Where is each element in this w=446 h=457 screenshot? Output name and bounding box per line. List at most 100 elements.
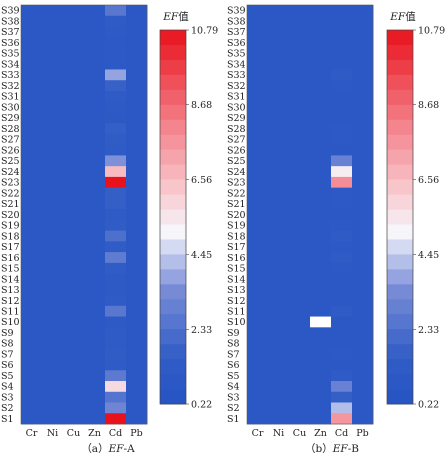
heatmap-cell-S4-Zn: [310, 381, 332, 393]
heatmap-cell-S27-Zn: [84, 133, 106, 146]
heatmap-cell-S37-Cu: [289, 26, 311, 38]
y-tick-label-S4: S4: [1, 382, 14, 393]
y-tick-label-S39: S39: [1, 6, 20, 17]
heatmap-cell-S30-Cu: [289, 101, 311, 113]
heatmap-cell-S22-Ni: [268, 187, 290, 199]
heatmap-cell-S38-Zn: [310, 15, 332, 27]
heatmap-cell-S28-Cd: [105, 123, 127, 135]
heatmap-cell-S24-Pb: [126, 166, 148, 178]
y-tick-label-S20: S20: [227, 210, 246, 221]
y-tick-label-S7: S7: [1, 349, 14, 360]
y-tick-label-S28: S28: [1, 124, 20, 135]
heatmap-cell-S13-Zn: [84, 284, 106, 296]
colorbar-tick-label-2.33: 2.33: [418, 325, 439, 336]
heatmap-cell-S32-Cd: [105, 80, 127, 92]
heatmap-cell-S7-Cr: [247, 348, 269, 360]
x-tick-label-Ni: Ni: [273, 428, 284, 439]
heatmap-cell-S9-Cu: [289, 327, 311, 339]
heatmap-cell-S22-Pb: [352, 187, 374, 199]
colorbar-step: [160, 239, 186, 255]
colorbar-step: [387, 314, 413, 330]
heatmap-cell-S3-Cd: [105, 391, 127, 403]
heatmap-cell-S15-Cu: [289, 262, 311, 274]
heatmap-cell-S7-Pb: [352, 348, 374, 360]
heatmap-cell-S19-Pb: [352, 219, 374, 232]
heatmap-cell-S2-Zn: [84, 402, 106, 414]
heatmap-cell-S7-Cd: [105, 348, 127, 360]
heatmap-cell-S22-Cr: [247, 187, 269, 199]
heatmap-cell-S21-Cu: [63, 198, 85, 210]
heatmap-cell-S23-Cu: [63, 176, 85, 189]
heatmap-cell-S36-Cu: [289, 37, 311, 49]
heatmap-cell-S19-Zn: [310, 219, 332, 232]
heatmap-cell-S35-Pb: [352, 47, 374, 60]
heatmap-cell-S5-Cr: [247, 370, 269, 382]
colorbar-b: 10.79 8.68 6.56 4.45 2.33 0.22: [386, 26, 445, 411]
heatmap-cell-S36-Pb: [126, 37, 148, 49]
heatmap-cell-S13-Cr: [21, 284, 43, 296]
heatmap-cell-S8-Cd: [331, 338, 353, 350]
heatmap-cell-S17-Cd: [105, 241, 127, 253]
heatmap-cell-S13-Cd: [331, 284, 353, 296]
heatmap-cell-S3-Ni: [268, 391, 290, 403]
heatmap-cell-S8-Cr: [247, 338, 269, 350]
heatmap-cell-S32-Ni: [42, 80, 64, 92]
heatmap-cell-S4-Pb: [352, 381, 374, 393]
colorbar-tick-label-6.56: 6.56: [191, 175, 212, 186]
heatmap-cell-S1-Pb: [352, 413, 374, 425]
heatmap-cell-S29-Cu: [63, 112, 85, 124]
heatmap-cell-S29-Cr: [21, 112, 43, 124]
heatmap-cell-S1-Cr: [247, 413, 269, 425]
y-tick-label-S33: S33: [1, 70, 20, 81]
colorbar-step: [160, 329, 186, 345]
heatmap-cell-S14-Cd: [331, 273, 353, 285]
heatmap-cell-S12-Cr: [247, 295, 269, 307]
heatmap-cell-S5-Zn: [310, 370, 332, 382]
heatmap-cell-S10-Ni: [42, 316, 64, 328]
heatmap-cell-S14-Zn: [84, 273, 106, 285]
heatmap-cell-S26-Ni: [268, 144, 290, 156]
heatmap-cell-S38-Pb: [126, 15, 148, 27]
heatmap-cells: [247, 5, 374, 425]
heatmap-cell-S7-Cr: [21, 348, 43, 360]
heatmap-cell-S35-Ni: [268, 47, 290, 60]
colorbar-step: [160, 179, 186, 195]
heatmap-cell-S12-Ni: [268, 295, 290, 307]
heatmap-cell-S12-Zn: [310, 295, 332, 307]
heatmap-cell-S37-Zn: [310, 26, 332, 38]
heatmap-cell-S1-Cr: [21, 413, 43, 425]
heatmap-cell-S26-Pb: [126, 144, 148, 156]
heatmap-cell-S8-Ni: [42, 338, 64, 350]
heatmap-cell-S31-Cr: [21, 90, 43, 103]
heatmap-cell-S9-Pb: [126, 327, 148, 339]
heatmap-cell-S26-Cr: [21, 144, 43, 156]
heatmap-cell-S25-Ni: [268, 155, 290, 167]
heatmap-cell-S20-Pb: [126, 209, 148, 221]
heatmap-cell-S11-Cu: [63, 305, 85, 317]
y-tick-label-S32: S32: [227, 81, 246, 92]
colorbar-step: [387, 284, 413, 300]
panel-b: S39S38S37S36S35S34S33S32S31S30S29S28S27S…: [227, 4, 445, 455]
colorbar-step: [387, 164, 413, 180]
heatmap-cell-S26-Cu: [63, 144, 85, 156]
heatmap-cell-S30-Cr: [21, 101, 43, 113]
heatmap-cell-S27-Pb: [126, 133, 148, 146]
heatmap-cell-S5-Cu: [289, 370, 311, 382]
heatmap-cell-S11-Zn: [84, 305, 106, 317]
heatmap-cell-S21-Zn: [310, 198, 332, 210]
heatmap-cell-S25-Cu: [289, 155, 311, 167]
heatmap-cell-S6-Ni: [268, 359, 290, 371]
colorbar-step: [160, 194, 186, 210]
colorbar-step: [160, 389, 186, 405]
colorbar-step: [160, 74, 186, 91]
heatmap-cell-S9-Ni: [268, 327, 290, 339]
heatmap-cell-S25-Cd: [105, 155, 127, 167]
y-tick-label-S9: S9: [227, 328, 240, 339]
heatmap-cell-S30-Ni: [42, 101, 64, 113]
colorbar-step: [160, 149, 186, 166]
heatmap-cell-S9-Zn: [310, 327, 332, 339]
heatmap-cell-S30-Pb: [126, 101, 148, 113]
heatmap-cell-S38-Ni: [42, 15, 64, 27]
heatmap-cell-S19-Cu: [63, 219, 85, 232]
y-tick-label-S19: S19: [1, 221, 20, 232]
